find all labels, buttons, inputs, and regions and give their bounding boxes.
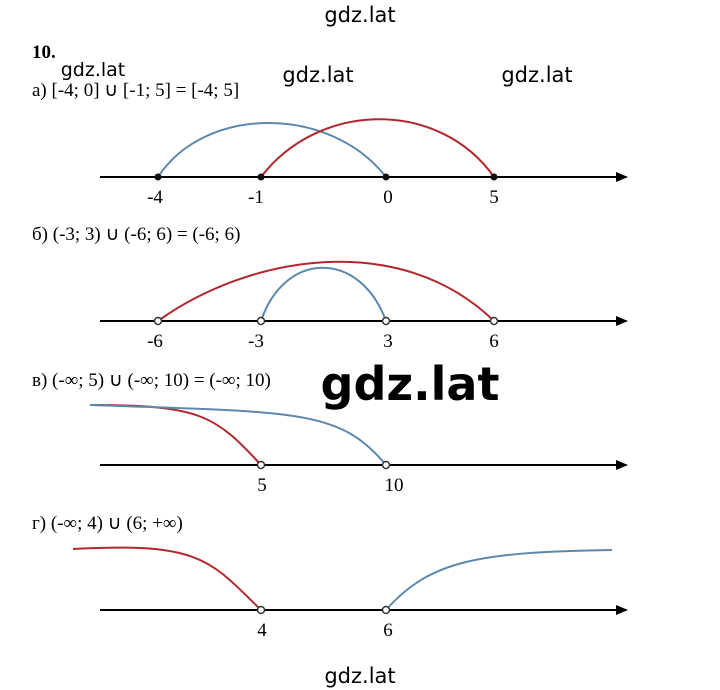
point	[256, 605, 266, 615]
watermark: gdz.lat	[282, 63, 353, 87]
interval-arc	[157, 122, 387, 178]
part-label: а) [-4; 0] ∪ [-1; 5] = [-4; 5]	[32, 80, 239, 101]
point	[490, 173, 498, 181]
tick-label: 5	[257, 475, 267, 496]
tick-label: 4	[257, 620, 267, 641]
interval-arc	[260, 266, 387, 322]
watermark: gdz.lat	[324, 3, 395, 27]
tick-label: -4	[147, 187, 163, 208]
tick-label: -1	[248, 187, 264, 208]
watermark: gdz.lat	[321, 357, 500, 411]
tick-label: -3	[248, 331, 264, 352]
point	[489, 316, 499, 326]
tick-label: 5	[489, 187, 499, 208]
point	[257, 173, 265, 181]
tick-label: 6	[383, 620, 393, 641]
tick-label: 0	[383, 187, 393, 208]
interval-arc	[72, 546, 262, 611]
tick-label: 10	[385, 475, 404, 496]
point	[382, 173, 390, 181]
tick-label: -6	[147, 331, 163, 352]
part-label: г) (-∞; 4) ∪ (6; +∞)	[32, 513, 183, 534]
point	[256, 316, 266, 326]
tick-label: 6	[489, 331, 499, 352]
point	[381, 605, 391, 615]
point	[381, 460, 391, 470]
interval-arc	[89, 404, 387, 466]
exercise-number: 10.	[32, 42, 56, 63]
interval-arc	[385, 549, 613, 611]
interval-arc	[89, 404, 262, 466]
interval-arc	[260, 118, 495, 178]
part-label: б) (-3; 3) ∪ (-6; 6) = (-6; 6)	[32, 224, 240, 245]
watermark: gdz.lat	[61, 59, 126, 81]
watermark: gdz.lat	[501, 63, 572, 87]
interval-arc	[157, 260, 495, 322]
tick-label: 3	[383, 331, 393, 352]
point	[154, 173, 162, 181]
point	[256, 460, 266, 470]
part-label: в) (-∞; 5) ∪ (-∞; 10) = (-∞; 10)	[32, 370, 271, 391]
point	[381, 316, 391, 326]
watermark: gdz.lat	[324, 664, 395, 688]
point	[153, 316, 163, 326]
